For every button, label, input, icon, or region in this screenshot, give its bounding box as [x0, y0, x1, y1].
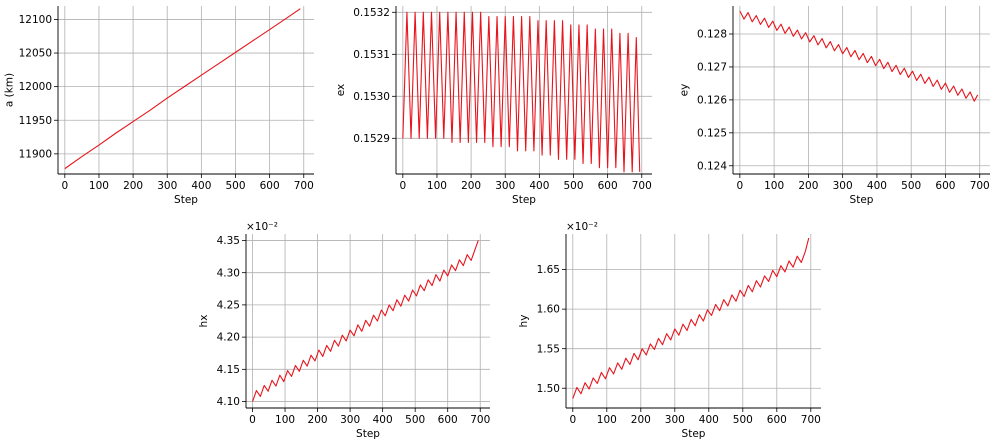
y-tick-label: 12050	[19, 48, 52, 60]
x-tick-label: 600	[260, 180, 280, 192]
y-tick-label: 4.20	[217, 332, 240, 344]
subplot-ey: 0 100 200 300 400 500 600 700 0.124 0.125 0.126 0.1…	[679, 6, 990, 206]
y-tick-label: 4.30	[217, 267, 240, 279]
x-axis-label: Step	[682, 428, 706, 440]
x-tick-label: 0	[399, 180, 406, 192]
y-tick-label: 0.127	[697, 62, 727, 74]
subplot-a-km-: 0 100 200 300 400 500 600 700 11900 11950 12000 120…	[4, 6, 314, 206]
x-tick-label: 200	[123, 180, 143, 192]
x-tick-label: 300	[157, 180, 177, 192]
x-tick-label: 300	[833, 180, 853, 192]
x-axis-label: Step	[174, 194, 198, 206]
x-tick-label: 500	[225, 180, 245, 192]
series-line	[251, 240, 479, 402]
x-axis-label: Step	[512, 194, 536, 206]
x-tick-label: 700	[970, 180, 990, 192]
x-tick-label: 200	[798, 180, 818, 192]
y-tick-label: 12100	[19, 14, 52, 26]
x-tick-label: 600	[767, 414, 787, 426]
x-tick-label: 200	[308, 414, 328, 426]
x-tick-label: 500	[563, 180, 583, 192]
x-tick-label: 0	[249, 414, 256, 426]
series-line	[64, 8, 301, 170]
x-tick-label: 0	[61, 180, 68, 192]
y-tick-label: 1.55	[537, 343, 560, 355]
y-axis-label: ey	[679, 84, 691, 97]
x-tick-label: 100	[597, 414, 617, 426]
x-tick-label: 600	[935, 180, 955, 192]
x-tick-label: 400	[373, 414, 393, 426]
y-tick-label: 0.1532	[353, 7, 390, 19]
x-tick-label: 500	[733, 414, 753, 426]
x-tick-label: 700	[801, 414, 821, 426]
y-tick-label: 0.128	[697, 29, 727, 41]
subplot-ex: 0 100 200 300 400 500 600 700 0.1529 0.1530 0.1531…	[335, 6, 652, 206]
y-tick-label: 1.60	[537, 304, 560, 316]
x-tick-label: 600	[438, 414, 458, 426]
x-tick-label: 500	[405, 414, 425, 426]
x-tick-label: 700	[470, 414, 490, 426]
x-tick-label: 200	[461, 180, 481, 192]
x-tick-label: 400	[867, 180, 887, 192]
x-tick-label: 200	[631, 414, 651, 426]
series-line	[572, 237, 810, 399]
x-tick-label: 0	[569, 414, 576, 426]
y-tick-label: 0.124	[697, 160, 727, 172]
y-tick-label: 0.125	[697, 127, 727, 139]
y-tick-label: 1.50	[537, 383, 560, 395]
x-tick-label: 100	[427, 180, 447, 192]
y-tick-label: 11950	[19, 115, 52, 127]
x-tick-label: 300	[495, 180, 515, 192]
y-tick-label: 4.10	[217, 396, 240, 408]
y-tick-label: 4.25	[217, 299, 240, 311]
x-tick-label: 700	[294, 180, 314, 192]
y-axis-label: ex	[335, 84, 347, 97]
x-axis-label: Step	[850, 194, 874, 206]
subplot-hx: 0 100 200 300 400 500 600 700 4.10 4.15 4.20 4.25 4.…	[198, 221, 490, 440]
x-tick-label: 100	[764, 180, 784, 192]
y-tick-label: 4.35	[217, 235, 240, 247]
y-axis-label: a (km)	[4, 73, 16, 107]
subplot-hy: 0 100 200 300 400 500 600 700 1.50 1.55 1.60 1.65 St…	[518, 221, 821, 440]
y-tick-label: 0.1530	[353, 91, 390, 103]
x-tick-label: 300	[340, 414, 360, 426]
y-tick-label: 0.1529	[353, 133, 390, 145]
y-tick-label: 4.15	[217, 364, 240, 376]
x-tick-label: 400	[191, 180, 211, 192]
y-tick-label: 11900	[19, 148, 52, 160]
x-tick-label: 500	[901, 180, 921, 192]
x-tick-label: 600	[598, 180, 618, 192]
x-tick-label: 400	[699, 414, 719, 426]
x-tick-label: 400	[529, 180, 549, 192]
x-axis-label: Step	[356, 428, 380, 440]
y-tick-label: 1.65	[537, 264, 560, 276]
y-tick-label: 0.126	[697, 94, 727, 106]
y-axis-label: hy	[518, 315, 530, 328]
y-axis-exponent-label: ×10⁻²	[246, 221, 278, 233]
y-tick-label: 0.1531	[353, 49, 390, 61]
x-tick-label: 0	[737, 180, 744, 192]
y-axis-exponent-label: ×10⁻²	[566, 221, 598, 233]
x-tick-label: 300	[665, 414, 685, 426]
series-line	[402, 11, 641, 173]
y-tick-label: 12000	[19, 81, 52, 93]
x-tick-label: 100	[89, 180, 109, 192]
series-line	[739, 10, 979, 102]
y-axis-label: hx	[198, 315, 210, 328]
x-tick-label: 700	[632, 180, 652, 192]
x-tick-label: 100	[275, 414, 295, 426]
